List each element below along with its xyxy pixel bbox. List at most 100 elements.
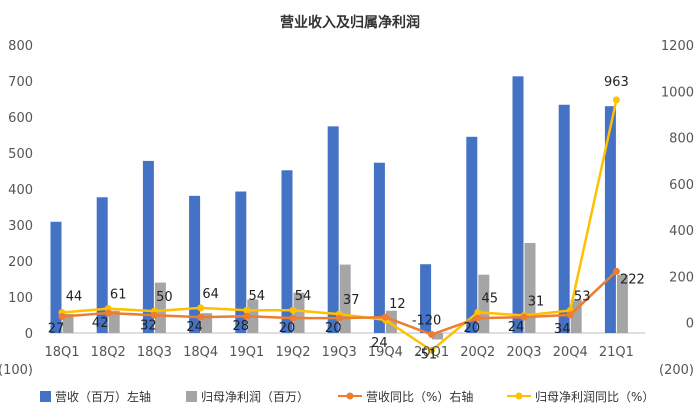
net-profit-bar [293, 292, 305, 333]
right-tick-label: 1200 [661, 39, 694, 54]
legend: 营收（百万）左轴 归母净利润（百万） 营收同比（%）右轴 归母净利润同比（%） [40, 389, 654, 404]
net-profit-bar [339, 264, 351, 333]
net-profit-bar [432, 333, 444, 340]
revenue-yoy-label: 34 [554, 322, 571, 337]
right-tick-label: 0 [686, 317, 694, 332]
left-tick-label: 700 [8, 75, 33, 90]
revenue-bar [96, 197, 108, 333]
revenue-bar [142, 160, 154, 333]
revenue-yoy-label: 24 [508, 320, 525, 335]
net-profit-yoy-label: 31 [528, 295, 545, 310]
revenue-yoy-label: 222 [620, 272, 645, 287]
revenue-yoy-label: 42 [92, 316, 109, 331]
revenue-yoy-point [150, 311, 158, 319]
revenue-yoy-point [289, 314, 297, 322]
category-label: 20Q3 [506, 345, 541, 360]
net-profit-yoy-label: 64 [202, 287, 219, 302]
left-tick-label: 300 [8, 219, 33, 234]
right-tick-label: (200) [659, 363, 694, 378]
revenue-yoy-label: -51 [416, 348, 437, 363]
revenue-yoy-label: 28 [233, 319, 250, 334]
net-profit-bar [616, 274, 628, 333]
revenue-yoy-label: 24 [186, 320, 203, 335]
revenue-yoy-point [243, 312, 251, 320]
revenue-yoy-label: 20 [325, 321, 342, 336]
data-labels: 44 61 50 64 54 54 37 12 -120 45 31 53 963 27 42 32 24 28 2… [48, 75, 645, 363]
left-tick-label: 400 [8, 183, 33, 198]
net-profit-yoy-point [289, 306, 297, 314]
revenue-bar [604, 106, 616, 333]
net-profit-bar [385, 310, 397, 333]
left-tick-label: 200 [8, 255, 33, 270]
left-tick-label: (100) [0, 363, 33, 378]
revenue-yoy-label: 24 [371, 336, 388, 351]
left-tick-label: 800 [8, 39, 33, 54]
right-tick-label: 600 [669, 178, 694, 193]
category-label: 19Q4 [368, 345, 403, 360]
net-profit-bar [201, 313, 213, 333]
legend-label-net-profit: 归母净利润（百万） [201, 390, 309, 404]
revenue-yoy-point [428, 331, 436, 339]
net-profit-yoy-point [197, 304, 205, 312]
net-profit-yoy-label: 12 [389, 297, 406, 312]
revenue-bar [327, 126, 339, 333]
net-profit-bar [524, 243, 536, 333]
right-tick-label: 1000 [661, 85, 694, 100]
right-tick-label: 200 [669, 270, 694, 285]
legend-swatch-net-profit [186, 391, 197, 402]
net-profit-bar [478, 274, 490, 333]
revenue-yoy-label: 27 [48, 321, 65, 336]
category-label: 19Q1 [229, 345, 264, 360]
legend-marker-revenue-yoy [346, 392, 354, 400]
net-profit-yoy-point [474, 308, 482, 316]
net-profit-bar [108, 310, 120, 333]
bar-series [50, 76, 628, 340]
revenue-yoy-label: 20 [464, 321, 481, 336]
net-profit-yoy-label: 44 [66, 290, 83, 305]
revenue-yoy-point [566, 311, 574, 319]
net-profit-bar [62, 313, 74, 333]
net-profit-yoy-label: 53 [574, 289, 591, 304]
net-profit-yoy-point [428, 346, 436, 354]
revenue-yoy-point [335, 314, 343, 322]
revenue-yoy-label: 20 [279, 321, 296, 336]
right-tick-label: 400 [669, 224, 694, 239]
revenue-bar [281, 170, 293, 333]
legend-swatch-revenue [40, 391, 51, 402]
left-tick-label: 500 [8, 147, 33, 162]
category-label: 18Q2 [91, 345, 126, 360]
revenue-yoy-point [474, 314, 482, 322]
revenue-yoy-point [381, 313, 389, 321]
net-profit-yoy-point [612, 96, 620, 104]
revenue-yoy-label: 32 [140, 318, 157, 333]
left-tick-label: 0 [25, 327, 33, 342]
revenue-yoy-point [612, 267, 620, 275]
category-label: 18Q3 [137, 345, 172, 360]
revenue-bar [50, 221, 62, 333]
category-axis: 18Q1 18Q2 18Q3 18Q4 19Q1 19Q2 19Q3 19Q4 20Q1 20Q2… [44, 345, 633, 360]
revenue-bar [189, 195, 201, 333]
legend-marker-net-profit-yoy [515, 392, 523, 400]
line-series [58, 96, 620, 354]
revenue-yoy-point [520, 313, 528, 321]
left-axis: (100) 0 100 200 300 400 500 600 700 800 [0, 39, 33, 378]
legend-label-revenue: 营收（百万）左轴 [55, 389, 151, 404]
revenue-bar [373, 162, 385, 333]
revenue-bar [558, 104, 570, 333]
left-tick-label: 600 [8, 111, 33, 126]
net-profit-yoy-label: 37 [343, 293, 360, 308]
revenue-bar [235, 191, 247, 333]
net-profit-yoy-label: 61 [110, 288, 127, 303]
category-label: 18Q1 [44, 345, 79, 360]
revenue-yoy-point [197, 313, 205, 321]
category-label: 21Q1 [599, 345, 634, 360]
revenue-bar [420, 264, 432, 333]
category-label: 19Q3 [322, 345, 357, 360]
revenue-yoy-point [104, 309, 112, 317]
net-profit-bar [570, 299, 582, 333]
category-label: 18Q4 [183, 345, 218, 360]
category-label: 20Q1 [414, 345, 449, 360]
chart-title: 营业收入及归属净利润 [280, 14, 420, 31]
revenue-bar [512, 76, 524, 333]
